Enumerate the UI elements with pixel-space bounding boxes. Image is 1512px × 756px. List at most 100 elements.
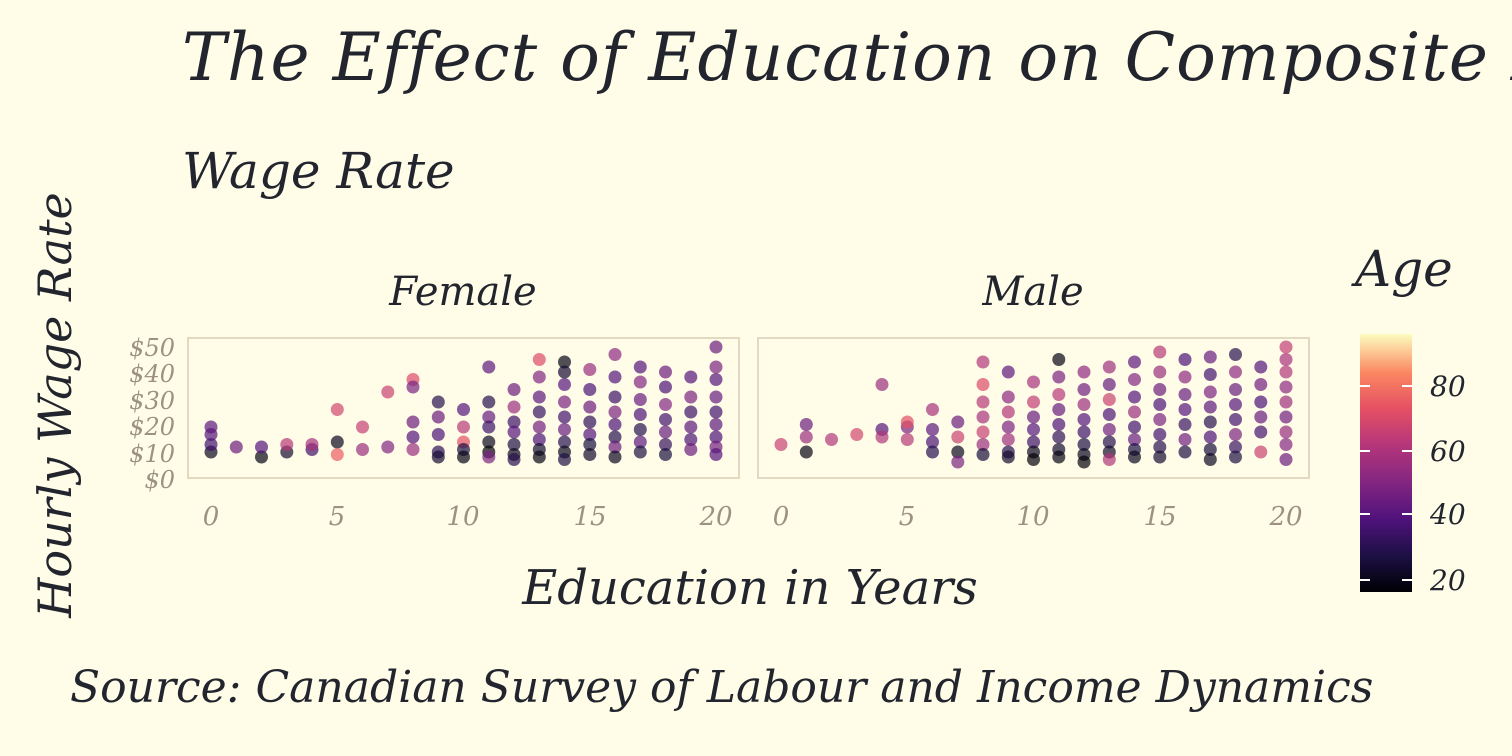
data-point xyxy=(1077,413,1091,426)
data-point xyxy=(1001,450,1015,464)
data-point xyxy=(1102,453,1116,466)
facet-label-female: Female xyxy=(388,269,536,315)
data-point xyxy=(951,415,965,429)
data-point xyxy=(1052,370,1066,384)
data-point xyxy=(204,420,218,434)
data-point xyxy=(1254,378,1268,391)
data-point xyxy=(976,410,990,424)
data-point xyxy=(633,360,647,374)
data-point xyxy=(951,455,965,469)
x-tick-label: 0 xyxy=(203,502,220,532)
data-point xyxy=(608,405,622,419)
data-point xyxy=(457,450,470,464)
y-tick-label: $20 xyxy=(129,413,175,441)
facet-label-male: Male xyxy=(981,269,1083,315)
data-point xyxy=(951,445,965,459)
data-point xyxy=(1052,418,1066,431)
data-point xyxy=(1052,450,1066,464)
data-point xyxy=(1128,355,1141,369)
data-point xyxy=(330,448,344,461)
data-point xyxy=(558,423,571,436)
data-point xyxy=(507,438,521,451)
data-point xyxy=(1001,405,1015,419)
data-point xyxy=(1203,415,1217,429)
data-point xyxy=(608,348,622,361)
data-point xyxy=(1128,390,1141,404)
data-point xyxy=(1254,445,1268,459)
data-point xyxy=(356,420,369,434)
data-point xyxy=(330,403,344,416)
data-point xyxy=(1128,405,1141,419)
data-point xyxy=(659,413,672,426)
data-point xyxy=(1128,433,1141,446)
chart-title: The Effect of Education on Composite Hou… xyxy=(182,19,1512,96)
data-point xyxy=(608,450,622,464)
data-point xyxy=(684,370,698,384)
data-point xyxy=(583,428,597,441)
data-point xyxy=(875,430,889,444)
data-point xyxy=(825,433,838,446)
data-point xyxy=(482,450,496,464)
data-point xyxy=(659,425,672,439)
data-point xyxy=(1178,370,1192,384)
data-point xyxy=(799,418,813,431)
data-point xyxy=(330,435,344,449)
data-point xyxy=(1279,425,1293,439)
data-point xyxy=(684,433,698,446)
data-point xyxy=(532,405,546,419)
data-point xyxy=(1203,443,1217,456)
data-point xyxy=(482,435,496,449)
data-point xyxy=(976,425,990,439)
data-point xyxy=(507,400,521,414)
data-point xyxy=(926,445,939,459)
data-point xyxy=(583,448,597,461)
y-tick-label: $40 xyxy=(129,360,175,388)
data-point xyxy=(633,408,647,421)
data-point xyxy=(507,453,521,466)
data-point xyxy=(709,373,723,386)
data-point xyxy=(381,440,395,454)
x-tick-label: 10 xyxy=(1016,502,1049,532)
data-point xyxy=(774,438,788,451)
data-point xyxy=(1279,438,1293,451)
data-point xyxy=(558,365,571,379)
panel-female xyxy=(187,337,740,479)
panel-male xyxy=(757,337,1310,479)
data-point xyxy=(583,415,597,429)
data-point xyxy=(1229,413,1242,426)
data-point xyxy=(558,453,571,466)
data-point xyxy=(1203,400,1217,414)
data-point xyxy=(356,443,369,456)
data-point xyxy=(1077,425,1091,439)
data-point xyxy=(1027,375,1040,389)
data-point xyxy=(659,365,672,379)
data-point xyxy=(507,425,521,439)
data-point xyxy=(1153,450,1167,464)
data-point xyxy=(684,390,698,404)
data-point xyxy=(482,410,496,424)
data-point xyxy=(1077,455,1091,469)
data-point xyxy=(633,445,647,459)
data-point xyxy=(1178,403,1192,416)
data-point xyxy=(850,428,864,441)
data-point xyxy=(799,430,813,444)
data-point xyxy=(875,378,889,391)
data-point xyxy=(1203,350,1217,364)
data-point xyxy=(951,430,965,444)
data-point xyxy=(1203,453,1217,466)
data-point xyxy=(406,430,420,444)
data-point xyxy=(976,448,990,461)
data-point xyxy=(1001,365,1015,379)
data-point xyxy=(1229,440,1242,454)
data-point xyxy=(709,430,723,444)
data-point xyxy=(558,435,571,449)
data-point xyxy=(204,438,218,451)
x-tick-label: 20 xyxy=(698,502,732,532)
x-tick-label: 15 xyxy=(1143,502,1176,532)
data-point xyxy=(1279,410,1293,424)
data-point xyxy=(926,423,939,436)
data-point xyxy=(406,380,420,394)
data-point xyxy=(926,403,939,416)
data-point xyxy=(431,428,445,441)
data-point xyxy=(799,445,813,459)
